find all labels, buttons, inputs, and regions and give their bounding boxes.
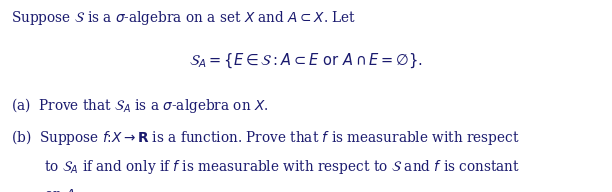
Text: Suppose $\mathcal{S}$ is a $\sigma$-algebra on a set $X$ and $A \subset X$. Let: Suppose $\mathcal{S}$ is a $\sigma$-alge…: [11, 9, 356, 27]
Text: $\mathcal{S}_A = \{E \in \mathcal{S} : A \subset E\text{ or }A \cap E = \varnoth: $\mathcal{S}_A = \{E \in \mathcal{S} : A…: [189, 52, 423, 70]
Text: to $\mathcal{S}_A$ if and only if $f$ is measurable with respect to $\mathcal{S}: to $\mathcal{S}_A$ if and only if $f$ is…: [44, 158, 520, 176]
Text: (b)  Suppose $f\colon X \to \mathbf{R}$ is a function. Prove that $f$ is measura: (b) Suppose $f\colon X \to \mathbf{R}$ i…: [11, 128, 520, 147]
Text: on $A$.: on $A$.: [44, 188, 80, 192]
Text: (a)  Prove that $\mathcal{S}_A$ is a $\sigma$-algebra on $X$.: (a) Prove that $\mathcal{S}_A$ is a $\si…: [11, 96, 269, 115]
